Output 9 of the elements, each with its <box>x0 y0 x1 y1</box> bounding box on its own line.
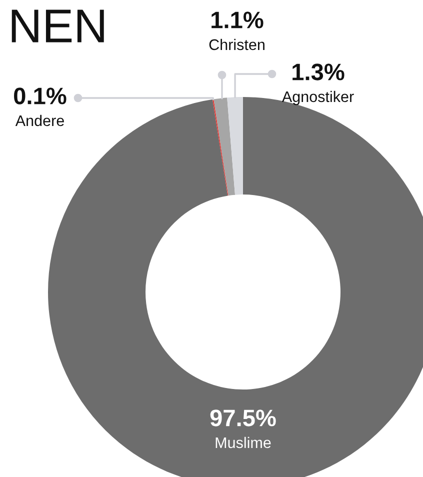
legend-label: Agnostiker <box>282 90 354 106</box>
slice-label: Muslime <box>216 436 271 448</box>
data-label: 97.5% <box>210 410 276 426</box>
data-label: 1.1% <box>212 12 264 28</box>
chart-title: NEN <box>12 10 104 42</box>
data-label: 0.1% <box>14 88 66 104</box>
slice-label: Andere <box>15 114 64 126</box>
slice-label: Christen <box>209 38 264 50</box>
data-label: 1.3% <box>292 64 344 80</box>
